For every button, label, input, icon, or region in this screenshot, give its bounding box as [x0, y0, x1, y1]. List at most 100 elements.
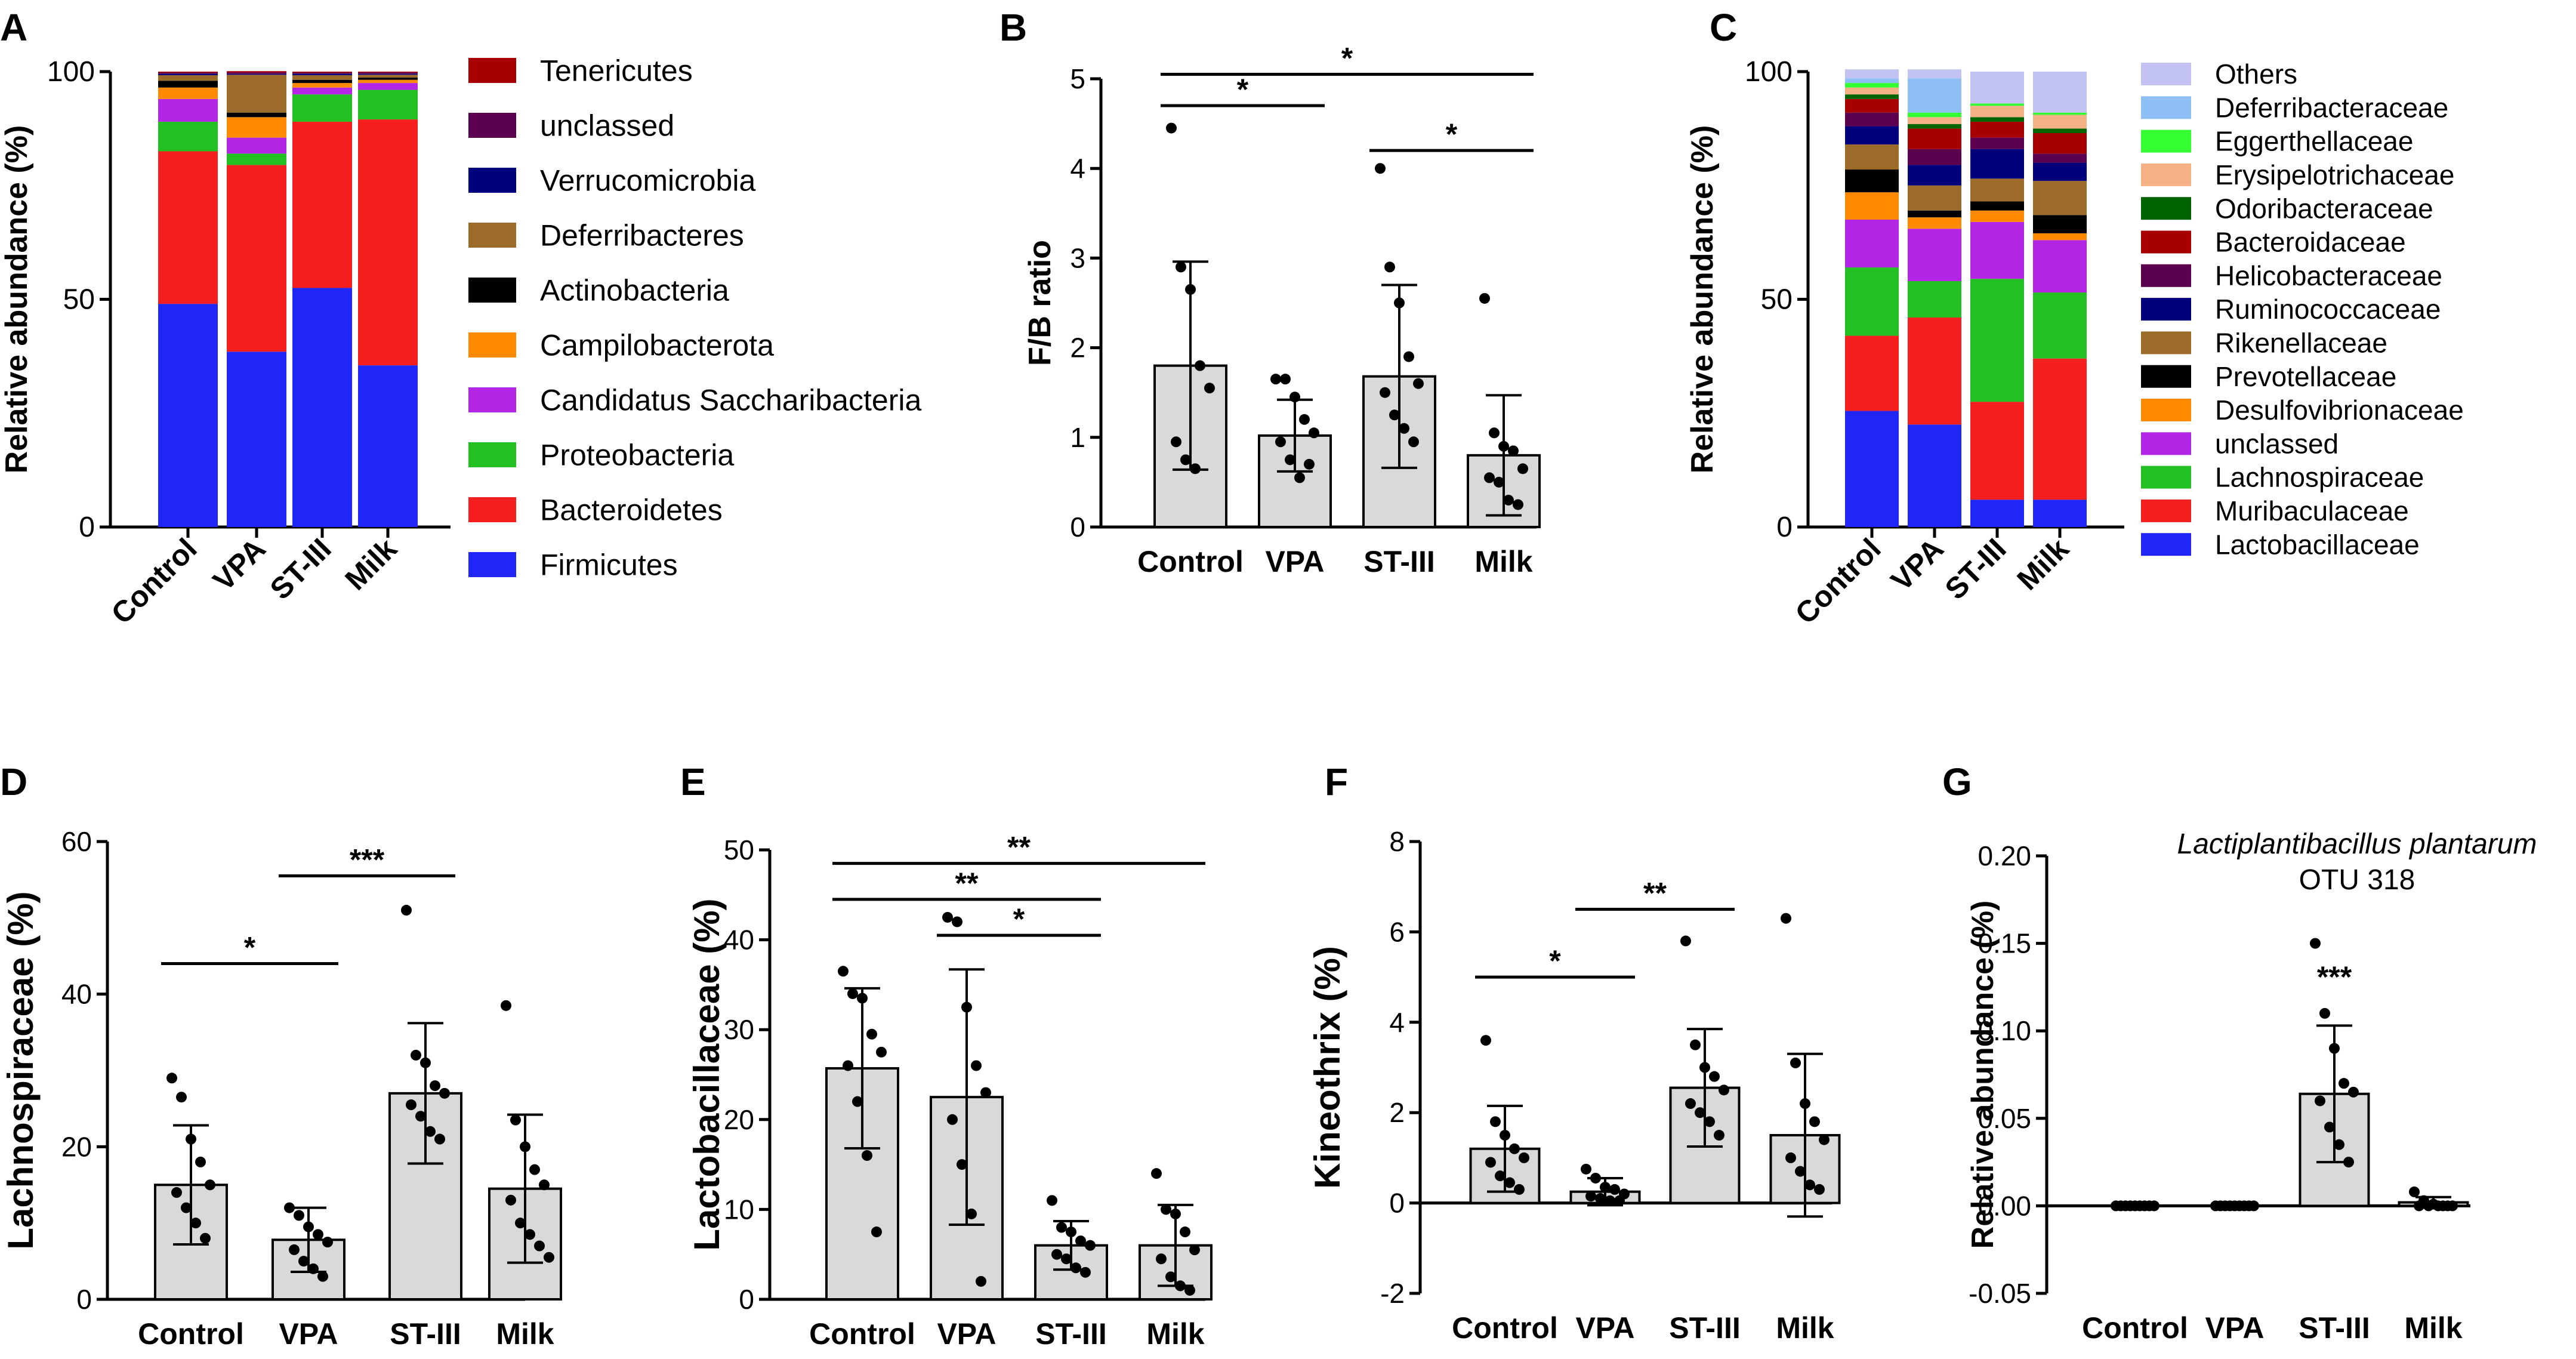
panel-b-data-point	[1389, 409, 1400, 421]
panel-f-data-point	[1781, 913, 1791, 924]
panel-letter-c: C	[1710, 6, 1737, 49]
panel-e-data-point	[1170, 1208, 1181, 1219]
panel-f-bar-chart: -2 0 2 4 6 8 Kineothrix (%) Control VPA ST-III Mil…	[1307, 826, 1841, 1345]
panel-e-data-point	[1066, 1227, 1076, 1238]
panel-a-legend-label: Candidatus Saccharibacteria	[540, 384, 921, 417]
panel-c-legend-label: Odoribacteraceae	[2215, 193, 2433, 224]
panel-d-data-point	[534, 1240, 545, 1252]
panel-b-data-point	[1479, 292, 1490, 304]
panel-g-data-point	[2329, 1043, 2340, 1054]
panel-g-data-point	[2115, 1200, 2126, 1212]
panel-c-stack-segment	[1970, 279, 2024, 402]
panel-f-data-point	[1695, 1107, 1705, 1118]
panel-e-category-label: VPA	[937, 1317, 996, 1351]
panel-b-data-point	[1498, 440, 1509, 452]
panel-e-data-point	[971, 1060, 982, 1071]
panel-b-data-point	[1285, 454, 1295, 466]
panel-b-category-label: Control	[1137, 545, 1244, 578]
panel-d-data-point	[195, 1156, 206, 1167]
panel-e-data-point	[966, 1208, 977, 1219]
panel-c-stack-segment	[1845, 219, 1899, 268]
panel-a-stack-segment	[158, 75, 218, 81]
panel-c-legend-label: Desulfovibrionaceae	[2215, 395, 2464, 426]
panel-a-stack-segment	[158, 304, 218, 527]
panel-d-data-point	[205, 1179, 215, 1191]
panel-c-stack-segment	[1970, 178, 2024, 202]
panel-e-significance-label: **	[955, 867, 979, 900]
panel-c-stack-segment	[1908, 149, 1961, 165]
panel-c-stack-segment	[1908, 424, 1961, 527]
panel-a-stack-segment	[158, 72, 218, 74]
panel-f-data-point	[1819, 1134, 1830, 1145]
panel-e-data-point	[947, 1114, 958, 1125]
panel-a-legend-label: Deferribacteres	[540, 219, 744, 252]
panel-a-stack-segment	[358, 83, 418, 90]
panel-c-legend-swatch	[2141, 96, 2191, 119]
panel-a-stack-segment	[227, 73, 286, 75]
panel-e-data-point	[1070, 1262, 1081, 1274]
panel-a-legend-swatch	[468, 168, 516, 193]
panel-d-data-point	[289, 1244, 300, 1255]
panel-g-data-point	[2334, 1139, 2344, 1150]
panel-a-stack-segment	[292, 75, 352, 80]
panel-a-stack-segment	[358, 90, 418, 120]
panel-f-data-point	[1804, 1179, 1815, 1191]
panel-b-data-point	[1484, 472, 1495, 483]
panel-g-y-axis-label: Relative abundance (%)	[1966, 901, 2000, 1249]
panel-d-data-point	[406, 1099, 417, 1111]
panel-g-data-point	[2319, 1007, 2330, 1019]
panel-c-legend-swatch	[2141, 197, 2191, 220]
panel-a-stack-segment	[158, 87, 218, 99]
panel-f-data-point	[1585, 1191, 1596, 1202]
panel-f-data-point	[1590, 1172, 1601, 1184]
panel-a-stack-segment	[358, 77, 418, 80]
panel-c-stack-segment	[1908, 210, 1961, 218]
panel-g-data-point	[2409, 1186, 2420, 1197]
panel-d-data-point	[186, 1133, 196, 1145]
panel-d-data-point	[525, 1229, 535, 1240]
panel-c-legend-label: Others	[2215, 58, 2297, 90]
panel-d-y-tick-label: 20	[61, 1131, 92, 1162]
panel-a-stack-segment	[358, 79, 418, 84]
panel-letter-b: B	[999, 6, 1027, 49]
panel-f-data-point	[1485, 1157, 1496, 1168]
panel-d-data-point	[434, 1133, 445, 1145]
panel-e-data-point	[1151, 1168, 1162, 1179]
panel-c-stack-segment	[1970, 137, 2024, 149]
panel-a-stack-segment	[292, 121, 352, 288]
panel-c-stack-segment	[1908, 69, 1961, 79]
panel-a-stack-segment	[358, 75, 418, 78]
panel-e-y-tick-label: 30	[724, 1014, 754, 1045]
panel-b-y-tick-label: 4	[1070, 153, 1085, 184]
panel-c-legend-label: unclassed	[2215, 428, 2339, 459]
panel-c-stack-segment	[1845, 87, 1899, 95]
panel-a-stack-segment	[158, 73, 218, 76]
panel-c-stack-segment	[1908, 185, 1961, 211]
panel-b-data-point	[1275, 436, 1286, 448]
panel-f-y-tick-label: 4	[1389, 1007, 1405, 1038]
panel-d-data-point	[181, 1202, 192, 1213]
panel-e-data-point	[1056, 1222, 1067, 1233]
panel-d-data-point	[529, 1164, 540, 1175]
panel-d-data-point	[200, 1232, 211, 1244]
panel-b-y-tick-label: 5	[1070, 63, 1085, 94]
panel-letter-f: F	[1325, 760, 1348, 803]
panel-e-y-tick-label: 20	[724, 1104, 754, 1135]
panel-c-legend-label: Prevotellaceae	[2215, 361, 2396, 392]
panel-e-data-point	[1175, 1280, 1186, 1292]
panel-b-data-point	[1403, 351, 1414, 362]
panel-c-legend-swatch	[2141, 432, 2191, 455]
panel-c-stack-segment	[1970, 117, 2024, 122]
panel-f-data-point	[1595, 1193, 1606, 1204]
panel-d-data-point	[501, 1000, 511, 1011]
panel-g-data-point	[2144, 1200, 2155, 1212]
panel-c-stack-segment	[2033, 128, 2087, 134]
panel-c-legend-label: Muribaculaceae	[2215, 495, 2409, 526]
panel-g-category-label: ST-III	[2299, 1311, 2370, 1345]
panel-c-legend-swatch	[2141, 298, 2191, 321]
panel-c-stack-segment	[2033, 72, 2087, 113]
panel-a-stack-segment	[227, 72, 286, 74]
panel-a-legend-label: Actinobacteria	[540, 274, 729, 307]
panel-a-legend-swatch	[468, 552, 516, 577]
panel-g-data-point	[2134, 1200, 2145, 1212]
